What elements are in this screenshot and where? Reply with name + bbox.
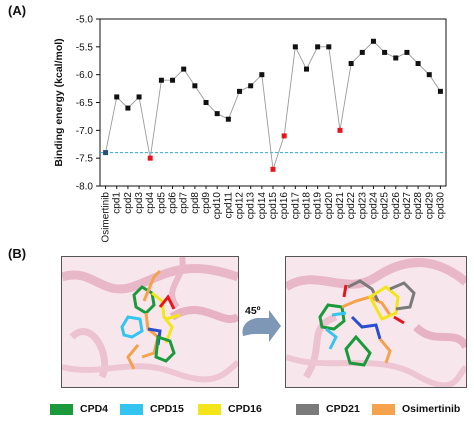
data-point-cpd11 [225, 116, 231, 122]
legend-item-cpd15: CPD15 [120, 403, 184, 415]
data-point-cpd7 [181, 66, 187, 72]
data-point-cpd17 [292, 44, 298, 50]
x-tick-label: cpd4 [145, 192, 156, 214]
legend-swatch-cpd15 [120, 403, 143, 415]
legend-item-osimertinib: Osimertinib [372, 403, 460, 415]
x-tick-label: cpd24 [368, 192, 379, 220]
data-point-cpd3 [136, 94, 142, 100]
data-point-cpd23 [359, 49, 365, 55]
y-tick-label: -5.5 [76, 42, 94, 53]
data-point-cpd22 [348, 61, 354, 67]
data-point-cpd28 [415, 61, 421, 67]
data-point-cpd13 [248, 83, 254, 89]
x-tick-label: cpd29 [424, 192, 435, 220]
data-point-cpd25 [382, 49, 388, 55]
data-point-cpd5 [158, 77, 164, 83]
data-point-cpd9 [203, 100, 209, 105]
legend: CPD4 CPD15 CPD16 CPD21 Osimertinib [0, 399, 474, 419]
x-tick-label: cpd13 [246, 192, 257, 220]
data-point-cpd2 [125, 105, 131, 111]
docking-pose-image-rotated [285, 256, 467, 388]
data-point-cpd20 [326, 44, 332, 50]
data-point-cpd19 [315, 44, 321, 50]
x-tick-label: cpd17 [290, 192, 301, 220]
y-tick-label: -7.0 [76, 126, 94, 137]
data-point-cpd12 [237, 88, 243, 94]
x-tick-label: cpd6 [168, 192, 179, 214]
x-tick-label: cpd7 [179, 192, 190, 214]
x-tick-label: Osimertinib [101, 192, 112, 243]
series-line [105, 40, 441, 170]
data-point-osimertinib [103, 150, 109, 156]
data-point-cpd10 [214, 111, 220, 117]
x-tick-label: cpd19 [313, 192, 324, 220]
data-point-cpd16 [281, 133, 287, 139]
data-point-cpd30 [437, 88, 443, 94]
docking-pose-image-front [61, 256, 239, 388]
legend-label-cpd21: CPD21 [326, 403, 360, 415]
data-point-cpd24 [370, 38, 376, 44]
y-axis-title: Binding energy (kcal/mol) [53, 38, 65, 166]
x-tick-label: cpd2 [123, 192, 134, 214]
x-tick-label: cpd20 [324, 192, 335, 220]
x-tick-label: cpd18 [301, 192, 312, 220]
x-tick-label: cpd11 [223, 192, 234, 219]
legend-label-cpd16: CPD16 [228, 403, 262, 415]
plot-frame [99, 18, 447, 187]
data-point-cpd14 [259, 72, 265, 78]
x-tick-label: cpd27 [402, 192, 413, 220]
legend-swatch-cpd16 [198, 403, 221, 415]
y-tick-label: -5.0 [76, 15, 94, 26]
rotation-arrow: 45º [242, 305, 281, 342]
x-tick-label: cpd10 [212, 192, 223, 220]
x-tick-label: cpd9 [201, 192, 212, 214]
x-tick-label: cpd25 [380, 192, 391, 220]
data-point-cpd6 [170, 77, 176, 83]
protein-ligand-render-rotated [286, 257, 466, 387]
y-tick-label: -6.0 [76, 70, 94, 81]
panel-b-label: (B) [8, 246, 27, 261]
x-tick-label: cpd14 [257, 192, 268, 220]
legend-label-cpd15: CPD15 [150, 403, 184, 415]
x-tick-label: cpd3 [134, 192, 145, 214]
x-tick-label: cpd30 [435, 192, 446, 220]
legend-swatch-cpd21 [296, 403, 319, 415]
panel-a-label: (A) [8, 3, 27, 18]
data-point-cpd18 [303, 66, 309, 72]
x-tick-label: cpd22 [346, 192, 357, 220]
data-point-cpd4 [147, 155, 153, 161]
x-tick-label: cpd26 [391, 192, 402, 220]
rotation-label: 45º [245, 305, 261, 317]
legend-item-cpd16: CPD16 [198, 403, 262, 415]
data-point-cpd1 [114, 94, 120, 100]
x-tick-label: cpd5 [156, 192, 167, 214]
protein-ligand-render [62, 257, 238, 387]
legend-swatch-cpd4 [50, 403, 73, 415]
data-point-cpd29 [426, 72, 432, 78]
x-tick-label: cpd1 [112, 192, 123, 214]
x-tick-label: cpd23 [357, 192, 368, 220]
legend-swatch-osimertinib [372, 403, 395, 415]
x-tick-label: cpd16 [279, 192, 290, 220]
data-point-cpd15 [270, 166, 276, 172]
data-point-cpd21 [337, 127, 343, 133]
x-tick-label: cpd21 [335, 192, 346, 220]
legend-item-cpd21: CPD21 [296, 403, 360, 415]
data-point-cpd27 [404, 49, 410, 55]
y-tick-label: -8.0 [76, 182, 94, 193]
y-tick-label: -7.5 [76, 154, 94, 165]
legend-label-osimertinib: Osimertinib [402, 403, 461, 415]
x-tick-label: cpd8 [190, 192, 201, 214]
data-point-cpd26 [393, 55, 399, 61]
legend-label-cpd4: CPD4 [80, 403, 109, 415]
binding-energy-chart: -5.0 -5.5 -6.0 -6.5 -7.0 -7.5 -8.0 Binding ener… [53, 15, 447, 243]
legend-item-cpd4: CPD4 [50, 403, 108, 415]
x-tick-label: cpd28 [413, 192, 424, 220]
x-tick-label: cpd15 [268, 192, 279, 220]
y-tick-label: -6.5 [76, 98, 94, 109]
data-point-cpd8 [192, 83, 198, 89]
x-tick-label: cpd12 [235, 192, 246, 220]
